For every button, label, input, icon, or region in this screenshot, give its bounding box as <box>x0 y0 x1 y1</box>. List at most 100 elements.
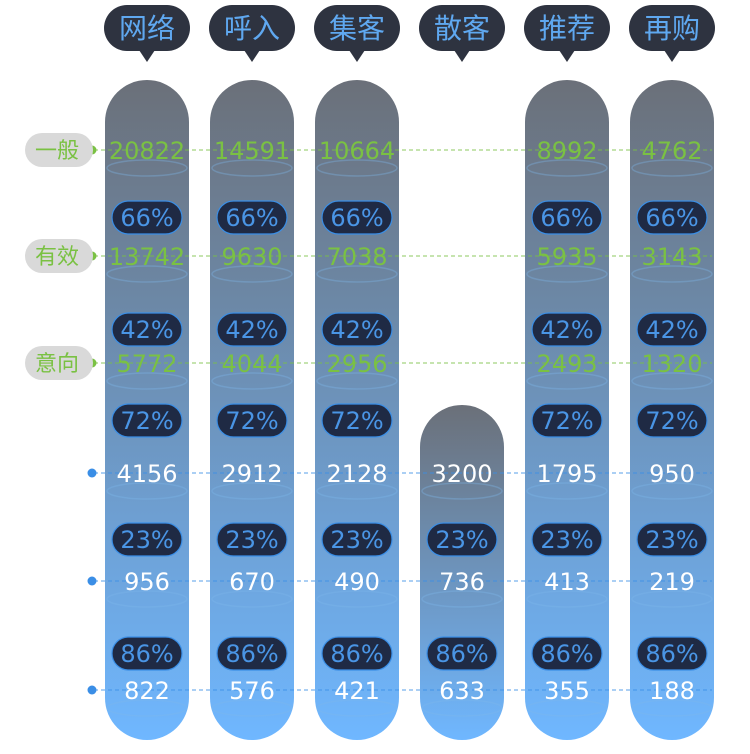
conversion-pill <box>636 312 708 347</box>
conversion-rate: 23% <box>435 526 488 554</box>
column-segment-ellipse <box>211 159 293 177</box>
conversion-pill <box>636 522 708 557</box>
conversion-rate: 23% <box>540 526 593 554</box>
column-segment-ellipse <box>526 372 608 390</box>
row-label-2: 有效 <box>35 245 79 270</box>
conversion-rate: 86% <box>225 640 278 668</box>
column-segment-ellipse <box>631 265 713 283</box>
conversion-rate: 66% <box>645 204 698 232</box>
column-segment-ellipse <box>421 699 503 717</box>
header-bubble-4: 散客 <box>419 5 505 62</box>
value-label: 413 <box>544 568 590 596</box>
conversion-rate: 86% <box>120 640 173 668</box>
conversion-pill <box>111 522 183 557</box>
value-label: 822 <box>124 677 170 705</box>
category-label: 网络 <box>119 12 175 45</box>
column-segment-ellipse <box>526 482 608 500</box>
value-label: 9630 <box>221 243 282 271</box>
value-label: 2493 <box>536 350 597 378</box>
header-bubble-body <box>524 5 610 51</box>
conversion-pill <box>321 312 393 347</box>
conversion-rate: 72% <box>330 407 383 435</box>
column-segment-ellipse <box>526 159 608 177</box>
column-segment-ellipse <box>316 372 398 390</box>
conversion-rate: 72% <box>645 407 698 435</box>
column-segment-ellipse <box>106 265 188 283</box>
value-label: 1795 <box>536 460 597 488</box>
conversion-rate: 42% <box>120 316 173 344</box>
header-bubble-3: 集客 <box>314 5 400 62</box>
conversion-pill <box>111 312 183 347</box>
conversion-rate: 72% <box>225 407 278 435</box>
conversion-pill <box>636 200 708 235</box>
conversion-pill <box>531 312 603 347</box>
conversion-rate: 66% <box>225 204 278 232</box>
conversion-pill <box>111 636 183 671</box>
column-segment-ellipse <box>106 372 188 390</box>
value-label: 4044 <box>221 350 282 378</box>
value-label: 956 <box>124 568 170 596</box>
value-label: 421 <box>334 677 380 705</box>
conversion-rate: 66% <box>330 204 383 232</box>
column-segment-ellipse <box>211 699 293 717</box>
value-label: 10664 <box>319 137 395 165</box>
row-label-pill <box>25 239 93 273</box>
conversion-pill <box>216 636 288 671</box>
conversion-pill <box>321 403 393 438</box>
category-label: 散客 <box>434 12 490 45</box>
conversion-pill <box>531 636 603 671</box>
column-segment-ellipse <box>211 482 293 500</box>
header-bubble-body <box>104 5 190 51</box>
conversion-pill <box>636 403 708 438</box>
category-label: 呼入 <box>224 12 280 45</box>
column-segment-ellipse <box>316 265 398 283</box>
conversion-pill <box>321 636 393 671</box>
value-label: 355 <box>544 677 590 705</box>
header-bubble-body <box>629 5 715 51</box>
conversion-pill <box>531 200 603 235</box>
conversion-pill <box>636 636 708 671</box>
conversion-pill <box>531 522 603 557</box>
value-label: 2956 <box>326 350 387 378</box>
value-label: 5935 <box>536 243 597 271</box>
category-label: 再购 <box>644 12 700 45</box>
value-label: 7038 <box>326 243 387 271</box>
conversion-pill <box>321 200 393 235</box>
conversion-rate: 23% <box>330 526 383 554</box>
conversion-rate: 42% <box>330 316 383 344</box>
value-label: 4156 <box>116 460 177 488</box>
column-segment-ellipse <box>421 482 503 500</box>
header-bubble-5: 推荐 <box>524 5 610 62</box>
header-bubble-pointer <box>559 50 575 62</box>
conversion-rate: 86% <box>435 640 488 668</box>
column-segment-ellipse <box>526 590 608 608</box>
value-label: 14591 <box>214 137 290 165</box>
header-bubble-body <box>419 5 505 51</box>
column-segment-ellipse <box>526 699 608 717</box>
conversion-pill <box>426 522 498 557</box>
value-label: 2128 <box>326 460 387 488</box>
header-bubble-6: 再购 <box>629 5 715 62</box>
column-segment-ellipse <box>106 482 188 500</box>
conversion-rate: 23% <box>645 526 698 554</box>
conversion-pill <box>111 403 183 438</box>
column-segment-ellipse <box>211 265 293 283</box>
value-label: 13742 <box>109 243 185 271</box>
column-segment-ellipse <box>631 372 713 390</box>
conversion-rate: 72% <box>540 407 593 435</box>
conversion-pill <box>216 312 288 347</box>
value-label: 188 <box>649 677 695 705</box>
conversion-pill <box>111 200 183 235</box>
header-bubble-pointer <box>139 50 155 62</box>
value-label: 3143 <box>641 243 702 271</box>
column-segment-ellipse <box>631 159 713 177</box>
conversion-rate: 66% <box>120 204 173 232</box>
header-bubble-body <box>314 5 400 51</box>
column-segment-ellipse <box>316 159 398 177</box>
conversion-rate: 86% <box>645 640 698 668</box>
conversion-pill <box>216 403 288 438</box>
column-segment-ellipse <box>211 590 293 608</box>
column-segment-ellipse <box>631 699 713 717</box>
row-label-pill <box>25 133 93 167</box>
column-segment-ellipse <box>631 482 713 500</box>
